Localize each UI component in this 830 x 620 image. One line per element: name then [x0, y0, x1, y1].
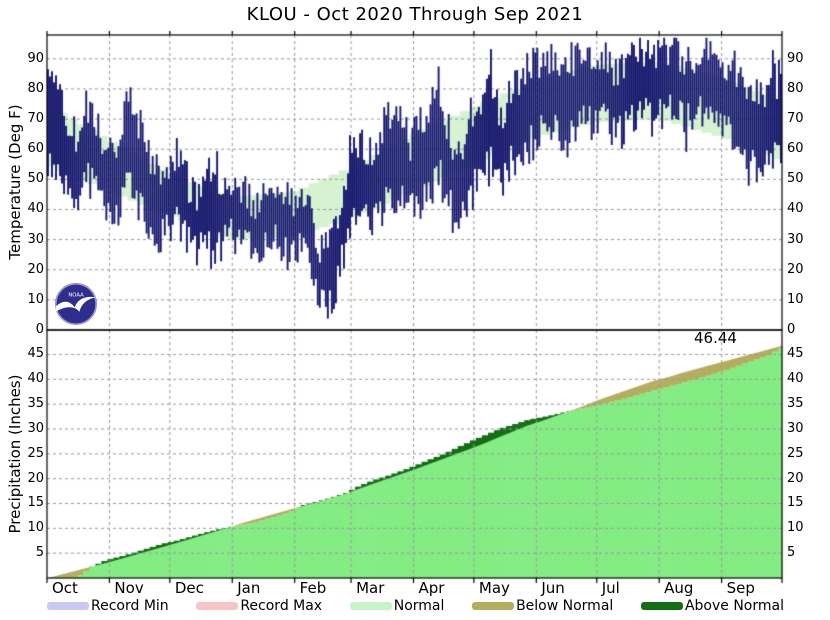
legend-item-record-max: Record Max	[196, 598, 322, 614]
precip-tick-label-right: 30	[787, 420, 804, 436]
month-label-mar: Mar	[356, 579, 385, 597]
month-label-jul: Jul	[601, 579, 620, 597]
precip-tick-label-right: 15	[787, 495, 804, 511]
precip-tick-label-left: 45	[27, 346, 44, 362]
legend-label: Record Min	[91, 598, 169, 614]
temp-tick-label-left: 0	[35, 322, 44, 337]
precip-tick-label-right: 5	[787, 545, 796, 561]
temp-tick-label-right: 30	[787, 231, 804, 247]
precip-tick-label-right: 20	[787, 470, 804, 486]
precip-tick-label-left: 5	[35, 545, 44, 561]
precip-tick-label-left: 15	[27, 495, 44, 511]
noaa-logo-text: NOAA	[68, 293, 84, 299]
legend-label: Normal	[393, 598, 445, 614]
precip-tick-label-left: 40	[27, 371, 44, 387]
normal-swatch-icon	[349, 602, 392, 610]
legend-label: Above Normal	[684, 598, 784, 614]
temp-tick-label-right: 80	[787, 80, 804, 96]
temp-tick-label-left: 90	[27, 50, 44, 66]
record-max-swatch-icon	[196, 602, 239, 610]
temp-tick-label-left: 70	[27, 111, 44, 127]
precip-tick-label-left: 20	[27, 470, 44, 486]
temp-tick-label-left: 40	[27, 201, 44, 217]
legend-label: Below Normal	[516, 598, 614, 614]
temp-tick-label-right: 0	[787, 322, 796, 337]
month-label-nov: Nov	[114, 579, 144, 597]
precip-tick-label-right: 10	[787, 520, 804, 536]
temp-tick-label-left: 60	[27, 141, 44, 157]
month-label-sep: Sep	[726, 579, 755, 597]
temp-tick-label-right: 90	[787, 50, 804, 66]
temp-tick-label-right: 20	[787, 261, 804, 277]
month-label-jan: Jan	[237, 579, 261, 597]
precip-total-annotation: 46.44	[694, 329, 737, 347]
temp-tick-label-right: 40	[787, 201, 804, 217]
precip-tick-label-right: 35	[787, 396, 804, 412]
noaa-logo-icon: NOAA	[54, 282, 98, 326]
temp-tick-label-right: 50	[787, 171, 804, 187]
temp-tick-label-left: 50	[27, 171, 44, 187]
month-label-jun: Jun	[541, 579, 565, 597]
legend-item-above-normal: Above Normal	[640, 598, 784, 614]
temp-tick-label-left: 10	[27, 291, 44, 307]
month-label-dec: Dec	[174, 579, 204, 597]
below-normal-swatch-icon	[472, 602, 515, 610]
temp-tick-label-right: 10	[787, 291, 804, 307]
precip-tick-label-left: 25	[27, 445, 44, 461]
month-label-aug: Aug	[664, 579, 694, 597]
precip-tick-label-right: 25	[787, 445, 804, 461]
legend-item-normal: Normal	[349, 598, 445, 614]
chart-legend: Record Min Record Max Normal Below Norma…	[47, 598, 784, 614]
precip-tick-label-right: 45	[787, 346, 804, 362]
legend-item-record-min: Record Min	[47, 598, 169, 614]
temp-tick-label-right: 60	[787, 141, 804, 157]
month-label-may: May	[478, 579, 510, 597]
above-normal-swatch-icon	[640, 602, 683, 610]
temp-tick-label-left: 80	[27, 80, 44, 96]
chart-title: KLOU - Oct 2020 Through Sep 2021	[246, 4, 584, 25]
legend-item-below-normal: Below Normal	[472, 598, 613, 614]
month-label-oct: Oct	[52, 579, 78, 597]
precip-tick-label-left: 10	[27, 520, 44, 536]
month-label-apr: Apr	[418, 579, 445, 597]
precip-tick-label-left: 35	[27, 396, 44, 412]
precip-tick-label-right: 40	[787, 371, 804, 387]
temp-tick-label-right: 70	[787, 111, 804, 127]
temp-tick-label-left: 30	[27, 231, 44, 247]
month-label-feb: Feb	[299, 579, 327, 597]
record-min-swatch-icon	[47, 602, 89, 610]
precip-tick-label-left: 30	[27, 420, 44, 436]
legend-label: Record Max	[240, 598, 323, 614]
temp-tick-label-left: 20	[27, 261, 44, 277]
